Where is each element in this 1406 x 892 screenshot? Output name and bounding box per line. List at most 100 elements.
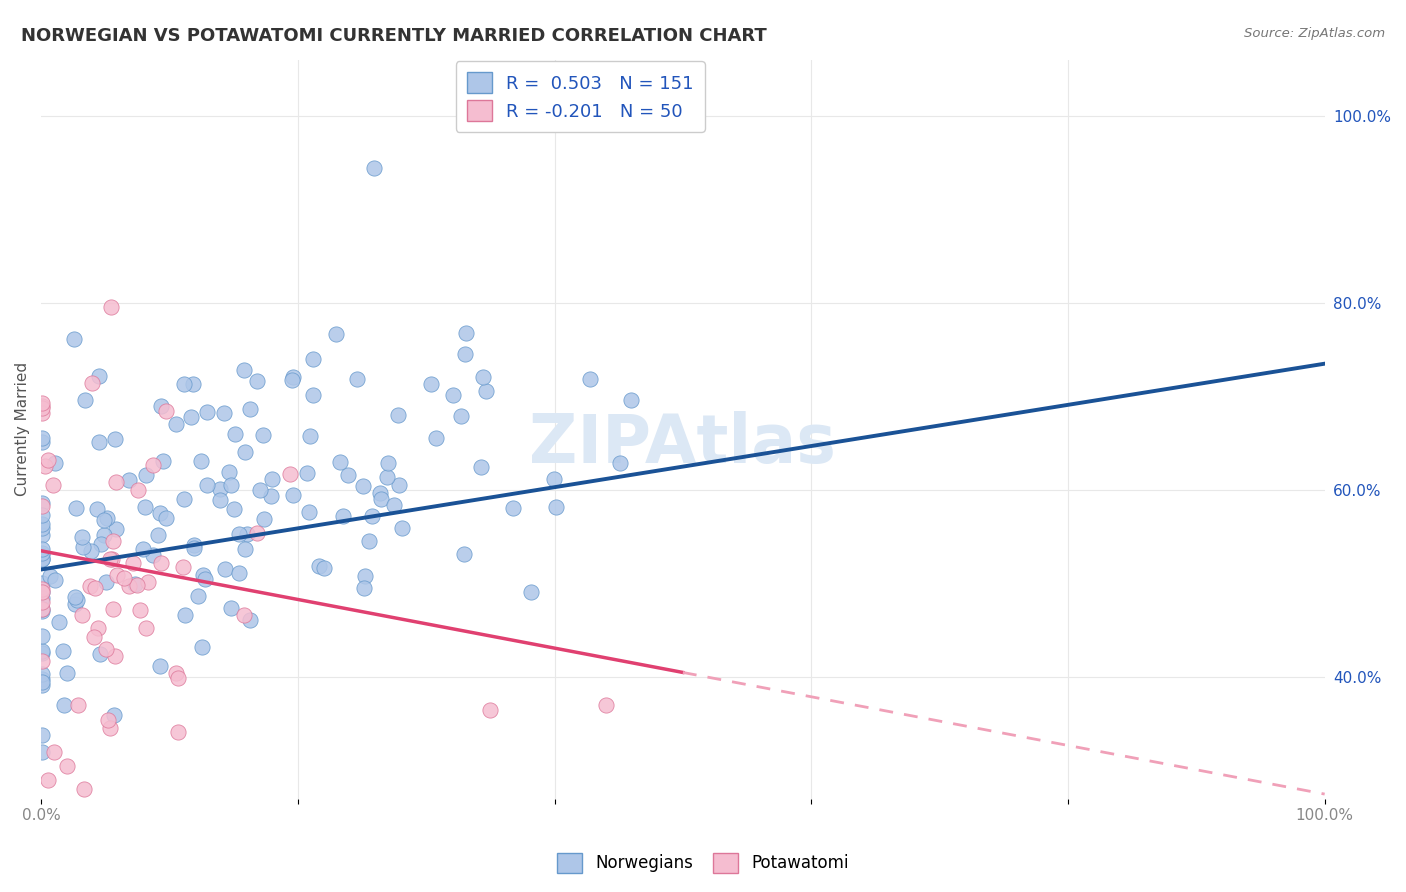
Point: [420, 377, 443, 392]
Point: [83, 630, 105, 644]
Point: [208, 483, 231, 497]
Point: [31, 542, 53, 557]
Point: [135, 621, 157, 635]
Point: [187, 590, 209, 604]
Point: [70, 530, 93, 544]
Point: [31, 406, 53, 420]
Point: [135, 467, 157, 482]
Point: [382, 499, 405, 513]
Point: [456, 326, 478, 340]
Point: [174, 607, 197, 622]
Point: [332, 509, 354, 524]
Point: [195, 405, 218, 419]
Point: [42, 477, 65, 491]
Point: [352, 479, 374, 493]
Point: [173, 491, 195, 506]
Point: [454, 347, 477, 361]
Point: [75, 393, 97, 408]
Point: [31, 646, 53, 660]
Point: [142, 549, 165, 563]
Point: [48, 615, 70, 629]
Point: [79, 578, 101, 592]
Point: [375, 469, 398, 483]
Point: [302, 351, 325, 366]
Point: [31, 499, 53, 513]
Point: [101, 533, 124, 548]
Point: [246, 374, 269, 388]
Point: [97, 714, 120, 728]
Point: [181, 377, 204, 392]
Point: [232, 363, 254, 377]
Point: [44, 456, 66, 470]
Point: [479, 703, 502, 717]
Point: [31, 551, 53, 566]
Point: [236, 526, 259, 541]
Point: [89, 648, 111, 662]
Point: [100, 300, 122, 314]
Point: [579, 372, 602, 386]
Point: [31, 629, 53, 643]
Point: [228, 526, 250, 541]
Point: [245, 525, 267, 540]
Point: [73, 782, 96, 797]
Point: [93, 513, 115, 527]
Point: [105, 522, 128, 536]
Point: [103, 707, 125, 722]
Point: [155, 511, 177, 525]
Point: [450, 409, 472, 424]
Point: [453, 547, 475, 561]
Point: [295, 466, 318, 480]
Point: [155, 403, 177, 417]
Point: [138, 574, 160, 589]
Point: [37, 453, 59, 467]
Point: [173, 376, 195, 391]
Point: [31, 431, 53, 445]
Point: [31, 516, 53, 531]
Point: [134, 500, 156, 515]
Point: [31, 508, 53, 523]
Point: [233, 541, 256, 556]
Legend: R =  0.503   N = 151, R = -0.201   N = 50: R = 0.503 N = 151, R = -0.201 N = 50: [456, 62, 704, 132]
Point: [93, 528, 115, 542]
Point: [31, 585, 53, 599]
Point: [125, 578, 148, 592]
Point: [180, 410, 202, 425]
Point: [31, 546, 53, 560]
Point: [80, 376, 103, 391]
Point: [472, 369, 495, 384]
Point: [31, 667, 53, 681]
Point: [31, 401, 53, 415]
Point: [89, 369, 111, 384]
Point: [253, 512, 276, 526]
Point: [194, 572, 217, 586]
Point: [31, 520, 53, 534]
Point: [44, 573, 66, 587]
Point: [470, 460, 492, 475]
Point: [31, 594, 53, 608]
Point: [31, 552, 53, 566]
Point: [214, 406, 236, 420]
Point: [620, 393, 643, 408]
Point: [31, 602, 53, 616]
Point: [55, 665, 77, 680]
Point: [278, 467, 301, 481]
Point: [86, 502, 108, 516]
Point: [298, 429, 321, 443]
Point: [221, 601, 243, 615]
Point: [128, 603, 150, 617]
Point: [96, 642, 118, 657]
Point: [80, 543, 103, 558]
Point: [31, 745, 53, 759]
Point: [152, 454, 174, 468]
Point: [31, 552, 53, 566]
Point: [31, 548, 53, 562]
Point: [55, 759, 77, 773]
Point: [329, 455, 352, 469]
Point: [520, 585, 543, 599]
Point: [31, 602, 53, 616]
Point: [387, 478, 409, 492]
Point: [359, 534, 381, 549]
Point: [65, 501, 87, 516]
Point: [298, 505, 321, 519]
Point: [87, 434, 110, 449]
